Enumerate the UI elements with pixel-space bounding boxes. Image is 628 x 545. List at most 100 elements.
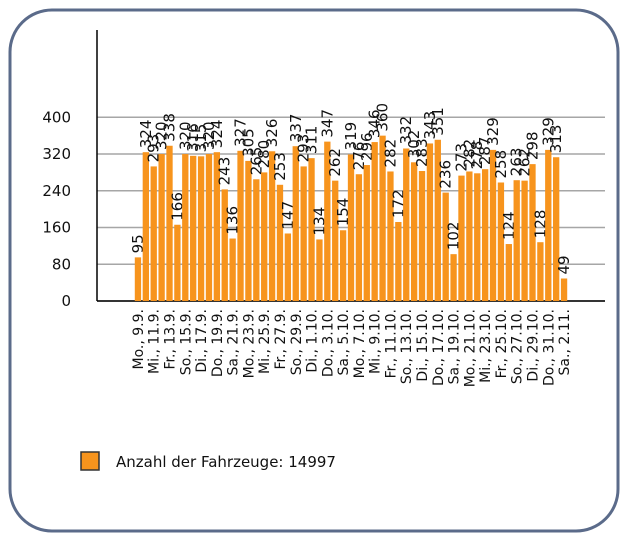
- bar: [363, 165, 370, 301]
- bar: [253, 179, 260, 301]
- data-label: 346: [366, 109, 384, 138]
- data-label: 243: [216, 157, 234, 186]
- data-label: 262: [326, 148, 344, 177]
- data-label: 282: [381, 139, 399, 168]
- data-label: 134: [310, 207, 328, 236]
- x-tick-label: Sa., 19.10.: [447, 309, 463, 384]
- data-label: 329: [539, 117, 557, 146]
- data-label: 283: [413, 138, 431, 167]
- data-label: 327: [232, 118, 250, 147]
- data-label: 263: [508, 148, 526, 177]
- bar: [521, 180, 528, 301]
- bar: [505, 244, 512, 301]
- bar: [410, 162, 418, 301]
- data-label: 332: [397, 116, 415, 145]
- x-tick-label: Fr., 11.10.: [383, 309, 399, 378]
- x-tick-label: Do., 17.10.: [431, 309, 447, 386]
- bar: [434, 139, 441, 301]
- bar: [221, 189, 228, 301]
- data-label: 338: [161, 113, 179, 142]
- x-tick-label: Sa., 2.11.: [557, 309, 573, 375]
- data-label: 324: [208, 120, 226, 149]
- data-label: 258: [492, 150, 510, 179]
- bar: [387, 171, 394, 301]
- x-tick-label: Di., 17.9.: [194, 309, 210, 373]
- bar: [324, 141, 331, 301]
- bar: [418, 171, 426, 301]
- bar: [245, 160, 252, 301]
- x-tick-label: Mi., 9.10.: [368, 309, 384, 374]
- y-tick-label: 80: [52, 255, 71, 273]
- bar: [261, 172, 268, 301]
- data-label: 298: [523, 131, 541, 160]
- x-tick-label: Mo., 7.10.: [352, 309, 368, 378]
- bar: [537, 242, 544, 301]
- data-label: 320: [153, 121, 171, 150]
- bar: [347, 154, 355, 301]
- legend-label: Anzahl der Fahrzeuge: 14997: [116, 453, 336, 471]
- y-tick-label: 0: [61, 292, 71, 310]
- x-tick-label: So., 29.9.: [289, 309, 305, 375]
- bar: [316, 239, 323, 301]
- data-label: 351: [429, 107, 447, 136]
- y-tick-label: 160: [42, 219, 71, 237]
- bar: [150, 166, 157, 301]
- bar: [142, 152, 149, 301]
- bar: [190, 155, 197, 301]
- data-label: 262: [516, 148, 534, 177]
- bar: [442, 192, 449, 301]
- bar: [450, 254, 457, 301]
- bar: [205, 154, 213, 301]
- data-label: 319: [342, 122, 360, 151]
- x-tick-label: So., 27.10.: [510, 309, 526, 384]
- bar: [355, 174, 363, 301]
- data-label: 278: [468, 141, 486, 170]
- bar: [474, 173, 481, 301]
- x-tick-label: Mo., 9.9.: [131, 309, 147, 369]
- bar: [481, 169, 489, 301]
- x-tick-label: So., 13.10.: [399, 309, 415, 384]
- data-label: 315: [192, 124, 210, 153]
- data-label: 326: [263, 119, 281, 148]
- bar: [237, 150, 244, 301]
- x-tick-label: Di., 15.10.: [415, 309, 431, 382]
- data-label: 320: [200, 121, 218, 150]
- bar: [308, 158, 315, 301]
- data-label: 337: [287, 114, 305, 143]
- bar: [339, 230, 347, 301]
- data-label: 305: [239, 128, 257, 157]
- data-label: 166: [168, 192, 186, 221]
- bar: [197, 156, 205, 301]
- bar: [466, 171, 473, 301]
- x-tick-label: Fr., 25.10.: [494, 309, 510, 378]
- data-label: 324: [137, 120, 155, 149]
- bar: [300, 166, 307, 301]
- bar: [332, 180, 339, 301]
- x-tick-label: Mo., 23.9.: [241, 309, 257, 378]
- data-label: 154: [334, 198, 352, 227]
- bar: [276, 184, 284, 301]
- bar: [229, 238, 236, 301]
- x-tick-label: Do., 31.10.: [541, 309, 557, 386]
- bar: [560, 278, 568, 301]
- data-label: 273: [452, 143, 470, 172]
- bar: [371, 142, 378, 301]
- data-label: 360: [374, 103, 392, 132]
- data-label: 287: [476, 137, 494, 166]
- bar: [395, 221, 402, 301]
- bar: [268, 151, 276, 301]
- x-tick-label: Fr., 27.9.: [273, 309, 289, 369]
- data-label: 172: [389, 189, 407, 218]
- bar: [403, 148, 410, 301]
- data-label: 343: [421, 111, 439, 140]
- data-label: 316: [184, 123, 202, 152]
- data-label: 124: [500, 211, 518, 240]
- data-label: 253: [271, 152, 289, 181]
- bar: [458, 175, 465, 301]
- data-label: 313: [547, 125, 565, 154]
- data-label: 347: [318, 109, 336, 138]
- data-label: 276: [350, 142, 368, 171]
- data-label: 136: [224, 206, 242, 235]
- bar: [426, 143, 434, 301]
